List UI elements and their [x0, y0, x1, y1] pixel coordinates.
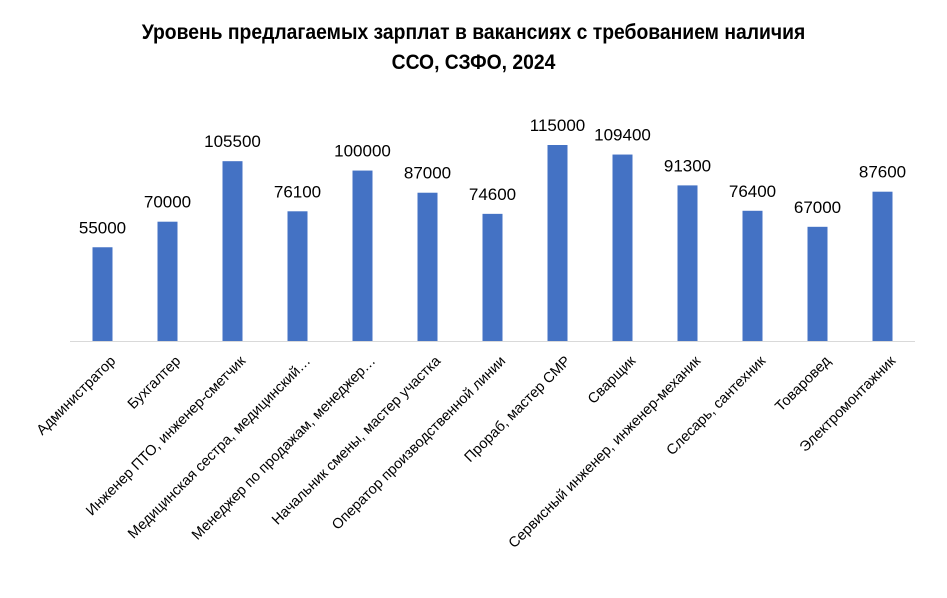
data-label-1: 55000	[79, 218, 126, 237]
bar-3	[222, 161, 243, 341]
bar-11	[742, 210, 763, 341]
data-label-8: 115000	[530, 116, 585, 135]
bar-1	[92, 247, 113, 341]
chart-title-line-1: Уровень предлагаемых зарплат в вакансиях…	[141, 21, 806, 44]
bar-9	[612, 154, 633, 341]
x-tick-label-1: Администратор	[34, 353, 119, 438]
data-label-10: 91300	[664, 156, 711, 175]
bar-7	[482, 213, 503, 341]
x-tick-label-8: Прораб, мастер СМР	[462, 353, 574, 465]
bar-6	[417, 192, 438, 341]
data-label-11: 76400	[729, 182, 776, 201]
data-label-12: 67000	[794, 198, 841, 217]
data-label-5: 100000	[334, 142, 391, 161]
bar-5	[352, 170, 373, 341]
bar-10	[677, 185, 698, 341]
x-tick-label-2: Бухгалтер	[125, 353, 184, 412]
bar-2	[157, 221, 178, 341]
bar-12	[807, 226, 828, 341]
data-label-7: 74600	[469, 185, 516, 204]
x-tick-label-9: Сварщик	[585, 353, 640, 408]
data-label-13: 87600	[859, 163, 906, 182]
x-tick-label-12: Товаровед	[772, 353, 834, 415]
chart-title-line-2: ССО, СЗФО, 2024	[391, 51, 556, 74]
data-label-4: 76100	[274, 182, 321, 201]
data-label-6: 87000	[404, 164, 451, 183]
bar-8	[547, 145, 568, 341]
data-label-2: 70000	[144, 193, 191, 212]
bar-13	[872, 191, 893, 341]
chart-title: Уровень предлагаемых зарплат в вакансиях…	[38, 18, 909, 78]
data-label-9: 109400	[594, 126, 651, 145]
bar-4	[287, 211, 308, 341]
data-label-3: 105500	[204, 132, 261, 151]
